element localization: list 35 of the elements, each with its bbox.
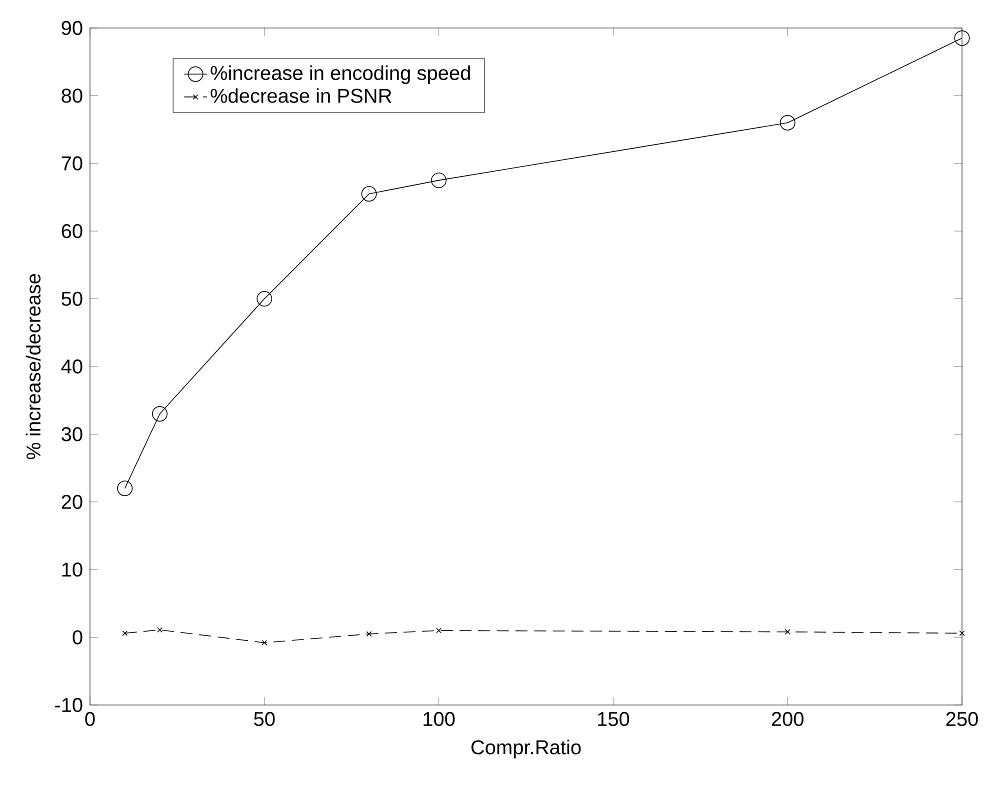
- y-tick-label: 70: [62, 156, 82, 170]
- x-axis-title: Compr.Ratio: [471, 740, 581, 758]
- y-tick-label: 0: [72, 630, 82, 644]
- y-axis-title: % increase/decrease: [26, 274, 41, 460]
- y-tick-label: 10: [62, 562, 82, 577]
- point: [954, 30, 970, 46]
- point: [361, 186, 377, 202]
- x-tick-label: 50: [254, 712, 275, 726]
- y-tick-label: 80: [62, 88, 82, 103]
- point: [784, 629, 790, 635]
- point: [262, 640, 268, 646]
- point: [157, 627, 163, 633]
- x-tick-label: 0: [85, 712, 95, 726]
- y-tick-label: 30: [62, 427, 82, 442]
- point: [152, 406, 168, 422]
- point: [780, 115, 796, 131]
- y-tick-label: 40: [61, 359, 82, 374]
- point: [122, 630, 128, 636]
- point: [431, 172, 447, 188]
- y-tick-label: 90: [62, 20, 82, 36]
- y-tick-label: -10: [55, 698, 82, 712]
- x-tick-label: 250: [946, 712, 978, 726]
- point: [366, 631, 372, 637]
- point: [959, 630, 965, 636]
- point: [436, 628, 442, 634]
- y-tick-label: 20: [62, 494, 82, 509]
- y-tick-label: 60: [62, 224, 82, 238]
- legend-label: %decrease in PSNR: [210, 88, 392, 103]
- point: [256, 291, 272, 307]
- x-tick-label: 100: [424, 712, 455, 726]
- y-tick-label: 50: [62, 292, 82, 306]
- point: [117, 480, 133, 496]
- x-tick-label: 200: [772, 712, 804, 726]
- legend-label: %increase in encoding speed: [210, 65, 470, 84]
- x-tick-label: 150: [598, 712, 630, 726]
